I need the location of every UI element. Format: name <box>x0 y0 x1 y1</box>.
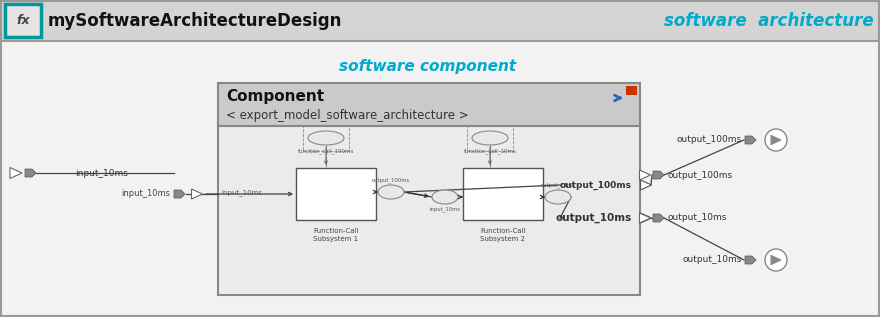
Ellipse shape <box>308 131 344 145</box>
Polygon shape <box>25 169 36 177</box>
Text: Function-Call
Subsystem 1: Function-Call Subsystem 1 <box>313 228 359 242</box>
FancyBboxPatch shape <box>5 4 41 37</box>
Text: fx: fx <box>16 15 30 28</box>
Text: input_10ms: input_10ms <box>121 190 170 198</box>
Text: function_call_100ms: function_call_100ms <box>297 148 354 154</box>
Text: input_10ms: input_10ms <box>429 206 460 212</box>
Polygon shape <box>640 170 650 180</box>
Text: output_10ms: output_10ms <box>556 213 632 223</box>
Ellipse shape <box>472 131 508 145</box>
Polygon shape <box>641 180 651 190</box>
Polygon shape <box>192 189 202 199</box>
FancyBboxPatch shape <box>218 83 640 126</box>
Polygon shape <box>745 256 756 264</box>
Text: function_call_10ms: function_call_10ms <box>464 148 517 154</box>
Text: output_10ms: output_10ms <box>683 256 742 264</box>
Circle shape <box>765 249 787 271</box>
FancyBboxPatch shape <box>296 168 376 220</box>
Polygon shape <box>745 136 756 144</box>
Text: software  architecture: software architecture <box>664 12 874 30</box>
Polygon shape <box>771 135 781 145</box>
Text: input_10ms: input_10ms <box>221 190 262 196</box>
Ellipse shape <box>378 185 404 199</box>
Polygon shape <box>653 214 664 222</box>
Text: output_10ms: output_10ms <box>540 182 576 188</box>
Polygon shape <box>174 190 185 198</box>
FancyBboxPatch shape <box>1 1 879 41</box>
Text: output_100ms: output_100ms <box>372 177 410 183</box>
Text: Function-Call
Subsystem 2: Function-Call Subsystem 2 <box>480 228 525 242</box>
Text: software component: software component <box>340 59 517 74</box>
Text: Component: Component <box>226 89 324 105</box>
Ellipse shape <box>545 190 571 204</box>
Text: output_10ms: output_10ms <box>668 214 728 223</box>
Polygon shape <box>10 167 22 178</box>
Text: mySoftwareArchitectureDesign: mySoftwareArchitectureDesign <box>48 12 342 30</box>
FancyBboxPatch shape <box>463 168 543 220</box>
Text: output_100ms: output_100ms <box>560 180 632 190</box>
Polygon shape <box>641 213 651 223</box>
Ellipse shape <box>432 190 458 204</box>
FancyBboxPatch shape <box>218 126 640 295</box>
Text: < export_model_software_architecture >: < export_model_software_architecture > <box>226 108 469 121</box>
Circle shape <box>765 129 787 151</box>
Text: input_10ms: input_10ms <box>75 169 128 178</box>
FancyBboxPatch shape <box>626 86 637 95</box>
Polygon shape <box>771 256 781 264</box>
Polygon shape <box>653 171 664 179</box>
Text: output_100ms: output_100ms <box>668 171 733 179</box>
Text: output_100ms: output_100ms <box>677 135 742 145</box>
Polygon shape <box>640 213 650 223</box>
